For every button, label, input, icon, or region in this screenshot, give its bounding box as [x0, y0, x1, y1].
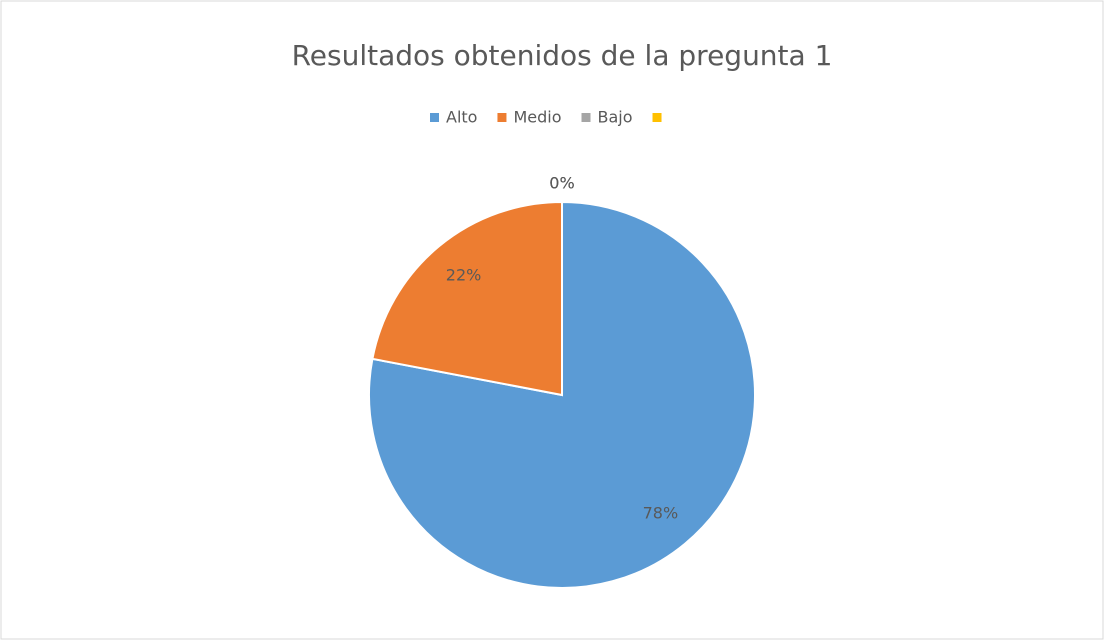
data-label: 78% — [643, 503, 679, 522]
pie-slice — [368, 200, 756, 589]
legend-swatch — [430, 113, 439, 122]
legend-label: Alto — [446, 108, 477, 127]
chart-title: Resultados obtenidos de la pregunta 1 — [292, 39, 833, 72]
data-label: 0% — [549, 174, 574, 193]
pie-slice — [371, 200, 563, 397]
legend-swatch — [581, 113, 591, 122]
legend-swatch — [497, 113, 507, 122]
data-label: 0% — [549, 174, 574, 193]
legend-swatch — [652, 113, 662, 122]
legend-label: Bajo — [598, 108, 633, 127]
data-label: 22% — [446, 266, 482, 285]
legend-label: Medio — [513, 108, 561, 127]
